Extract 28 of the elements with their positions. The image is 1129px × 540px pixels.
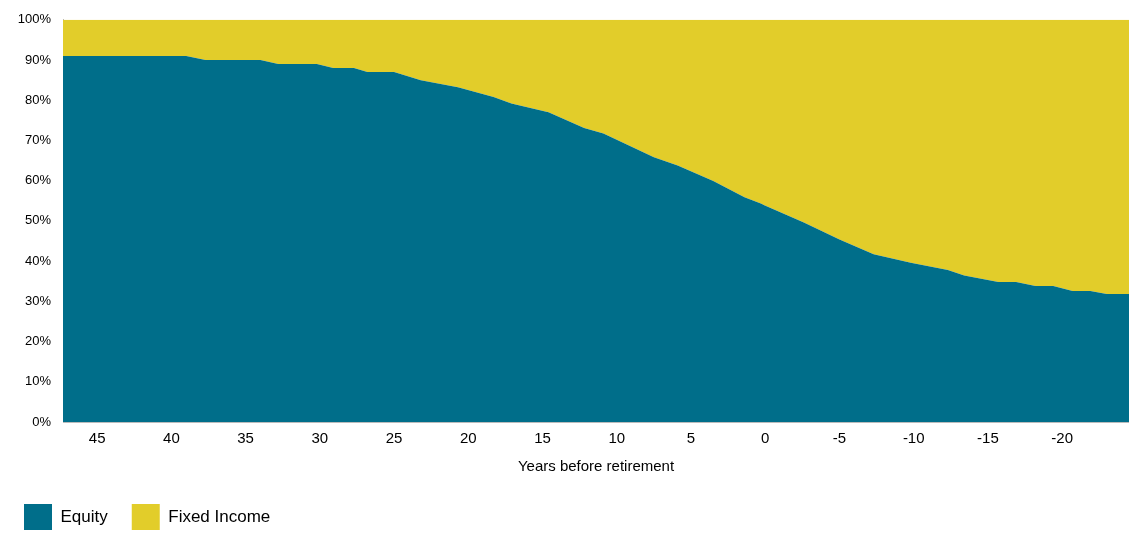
y-tick-label: 30% <box>24 292 52 308</box>
x-tick-label: 30 <box>311 429 329 447</box>
y-tick-label: 60% <box>24 172 52 188</box>
x-tick-label: 5 <box>686 429 696 447</box>
y-tick-label: 90% <box>24 51 52 67</box>
y-tick-label: 70% <box>24 132 52 148</box>
x-tick-label: -5 <box>832 429 847 447</box>
y-tick-label: 20% <box>24 333 52 349</box>
y-tick-label: 0% <box>32 413 52 429</box>
x-tick-label: 40 <box>163 429 180 447</box>
x-tick-label: 45 <box>88 429 106 447</box>
y-tick-label: 80% <box>24 91 52 107</box>
y-tick-label: 100% <box>17 11 52 27</box>
legend-label: Equity <box>60 506 109 526</box>
x-tick-label: 25 <box>385 429 403 447</box>
x-tick-label: 10 <box>608 429 626 447</box>
x-tick-label: -20 <box>1051 429 1074 447</box>
x-axis-title: Years before retirement <box>517 457 675 475</box>
y-tick-label: 10% <box>24 373 52 389</box>
y-tick-label: 50% <box>24 212 52 228</box>
x-tick-label: -10 <box>902 429 925 447</box>
x-tick-label: 20 <box>459 429 477 447</box>
y-tick-label: 40% <box>24 252 52 268</box>
x-tick-label: -15 <box>977 429 999 447</box>
x-tick-label: 35 <box>237 429 254 447</box>
x-tick-label: 15 <box>534 429 551 447</box>
x-tick-label: 0 <box>761 429 770 447</box>
legend-label: Fixed Income <box>168 506 271 526</box>
